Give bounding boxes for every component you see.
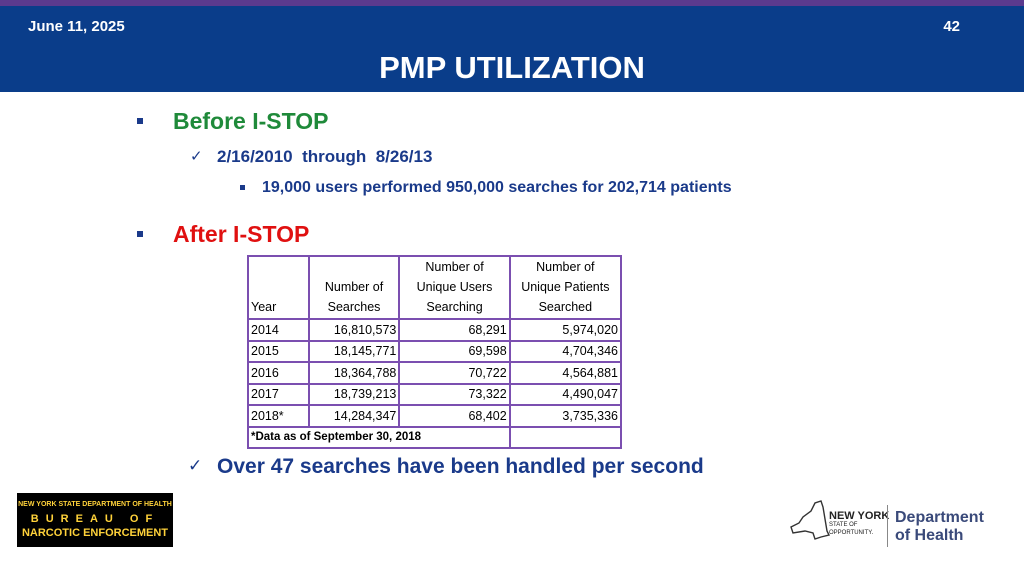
before-heading: Before I-STOP — [173, 108, 329, 134]
square-bullet-icon — [137, 231, 143, 237]
table-header-row: Year Number of Searches Number of Unique U… — [247, 255, 623, 320]
top-accent-bar — [0, 0, 1024, 6]
cell-year: 2017 — [247, 382, 310, 406]
pmp-stats-table: Year Number of Searches Number of Unique U… — [247, 255, 623, 449]
before-detail: 19,000 users performed 950,000 searches … — [262, 179, 732, 196]
before-period: 2/16/2010 through 8/26/13 — [217, 147, 433, 166]
cell-users: 70,722 — [398, 361, 511, 385]
cell-patients: 4,564,881 — [508, 361, 623, 385]
column-header-unique-patients: Number of Unique Patients Searched — [508, 255, 623, 320]
new-york-state-map-icon — [790, 500, 831, 540]
cell-patients: 3,735,336 — [508, 404, 623, 428]
cell-searches: 14,284,347 — [307, 404, 401, 428]
cell-patients: 5,974,020 — [508, 318, 623, 342]
nys-logo-line1: NEW YORK — [829, 510, 890, 522]
nys-logo-line3: OPPORTUNITY. — [829, 530, 874, 536]
column-header-unique-users: Number of Unique Users Searching — [398, 255, 511, 320]
cell-users: 73,322 — [398, 382, 511, 406]
cell-searches: 18,145,771 — [307, 339, 401, 363]
bne-logo-line2: BUREAU OF — [30, 513, 160, 525]
table-row: 2014 16,810,573 68,291 5,974,020 — [247, 318, 623, 342]
logo-divider — [887, 505, 888, 547]
cell-patients: 4,490,047 — [508, 382, 623, 406]
table-row: 2016 18,364,788 70,722 4,564,881 — [247, 361, 623, 385]
cell-searches: 18,364,788 — [307, 361, 401, 385]
slide-title: PMP UTILIZATION — [379, 50, 645, 85]
bne-logo-line3: NARCOTIC ENFORCEMENT — [21, 527, 169, 539]
table-row: 2017 18,739,213 73,322 4,490,047 — [247, 382, 623, 406]
checkmark-icon: ✓ — [190, 148, 203, 165]
checkmark-icon: ✓ — [188, 456, 203, 475]
cell-searches: 16,810,573 — [307, 318, 401, 342]
table-row: 2015 18,145,771 69,598 4,704,346 — [247, 339, 623, 363]
closing-statement: Over 47 searches have been handled per s… — [217, 455, 704, 478]
cell-year: 2015 — [247, 339, 310, 363]
table-row: 2018* 14,284,347 68,402 3,735,336 — [247, 404, 623, 428]
cell-year: 2018* — [247, 404, 310, 428]
slide-date: June 11, 2025 — [28, 18, 125, 35]
doh-logo-line1: Department — [895, 509, 984, 526]
table-footnote: *Data as of September 30, 2018 — [247, 425, 511, 449]
bne-logo-line1: NEW YORK STATE DEPARTMENT OF HEALTH — [18, 501, 172, 508]
table-footnote-empty-cell — [508, 425, 623, 449]
column-header-year: Year — [247, 255, 310, 320]
slide-page-number: 42 — [943, 18, 960, 35]
square-bullet-icon — [137, 118, 143, 124]
cell-users: 68,291 — [398, 318, 511, 342]
cell-year: 2014 — [247, 318, 310, 342]
slide-header: June 11, 2025 42 PMP UTILIZATION — [0, 6, 1024, 92]
cell-users: 68,402 — [398, 404, 511, 428]
column-header-searches: Number of Searches — [307, 255, 401, 320]
doh-logo-line2: of Health — [895, 527, 964, 544]
cell-year: 2016 — [247, 361, 310, 385]
square-bullet-icon — [240, 185, 245, 190]
cell-patients: 4,704,346 — [508, 339, 623, 363]
bne-logo: NEW YORK STATE DEPARTMENT OF HEALTH BURE… — [17, 493, 173, 547]
nys-logo-line2: STATE OF — [829, 522, 858, 528]
cell-searches: 18,739,213 — [307, 382, 401, 406]
table-footnote-row: *Data as of September 30, 2018 — [247, 425, 623, 449]
cell-users: 69,598 — [398, 339, 511, 363]
after-heading: After I-STOP — [173, 221, 310, 247]
